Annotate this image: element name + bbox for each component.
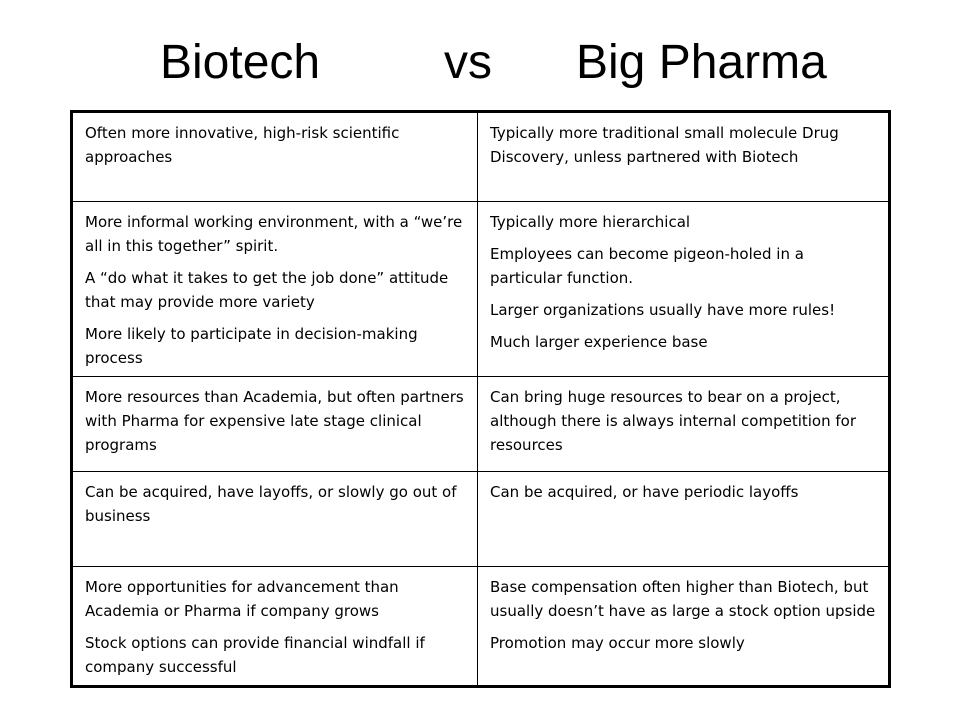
- pharma-cell: Typically more traditional small molecul…: [477, 111, 890, 202]
- cell-text: Can be acquired, or have periodic layoff…: [490, 483, 799, 501]
- table-row: Often more innovative, high-risk scienti…: [71, 111, 890, 202]
- table-row: More opportunities for advancement than …: [71, 566, 890, 687]
- pharma-cell: Typically more hierarchical Employees ca…: [477, 201, 890, 377]
- cell-text: Often more innovative, high-risk scienti…: [85, 124, 400, 166]
- cell-text: A “do what it takes to get the job done”…: [85, 269, 449, 311]
- cell-text: Can bring huge resources to bear on a pr…: [490, 388, 856, 454]
- title-vs: vs: [444, 36, 492, 89]
- cell-text: More opportunities for advancement than …: [85, 578, 399, 620]
- cell-text: More informal working environment, with …: [85, 213, 463, 255]
- biotech-cell: More informal working environment, with …: [71, 201, 478, 377]
- cell-text: Base compensation often higher than Biot…: [490, 578, 876, 620]
- biotech-cell: Can be acquired, have layoffs, or slowly…: [71, 471, 478, 567]
- cell-text: Promotion may occur more slowly: [490, 634, 745, 652]
- cell-text: Larger organizations usually have more r…: [490, 301, 836, 319]
- title-big-pharma: Big Pharma: [576, 36, 827, 89]
- biotech-cell: Often more innovative, high-risk scienti…: [71, 111, 478, 202]
- pharma-cell: Can be acquired, or have periodic layoff…: [477, 471, 890, 567]
- cell-text: More resources than Academia, but often …: [85, 388, 464, 454]
- cell-text: Much larger experience base: [490, 333, 708, 351]
- comparison-table: Often more innovative, high-risk scienti…: [70, 110, 891, 688]
- table-row: Can be acquired, have layoffs, or slowly…: [71, 471, 890, 567]
- cell-text: More likely to participate in decision-m…: [85, 325, 418, 367]
- cell-text: Can be acquired, have layoffs, or slowly…: [85, 483, 457, 525]
- cell-text: Employees can become pigeon-holed in a p…: [490, 245, 804, 287]
- biotech-cell: More opportunities for advancement than …: [71, 566, 478, 687]
- cell-text: Typically more traditional small molecul…: [490, 124, 839, 166]
- cell-text: Typically more hierarchical: [490, 213, 691, 231]
- table-row: More informal working environment, with …: [71, 201, 890, 377]
- table-row: More resources than Academia, but often …: [71, 376, 890, 472]
- title-biotech: Biotech: [160, 36, 321, 89]
- pharma-cell: Can bring huge resources to bear on a pr…: [477, 376, 890, 472]
- pharma-cell: Base compensation often higher than Biot…: [477, 566, 890, 687]
- slide-title: Biotech vs Big Pharma: [0, 28, 960, 98]
- cell-text: Stock options can provide financial wind…: [85, 634, 425, 676]
- biotech-cell: More resources than Academia, but often …: [71, 376, 478, 472]
